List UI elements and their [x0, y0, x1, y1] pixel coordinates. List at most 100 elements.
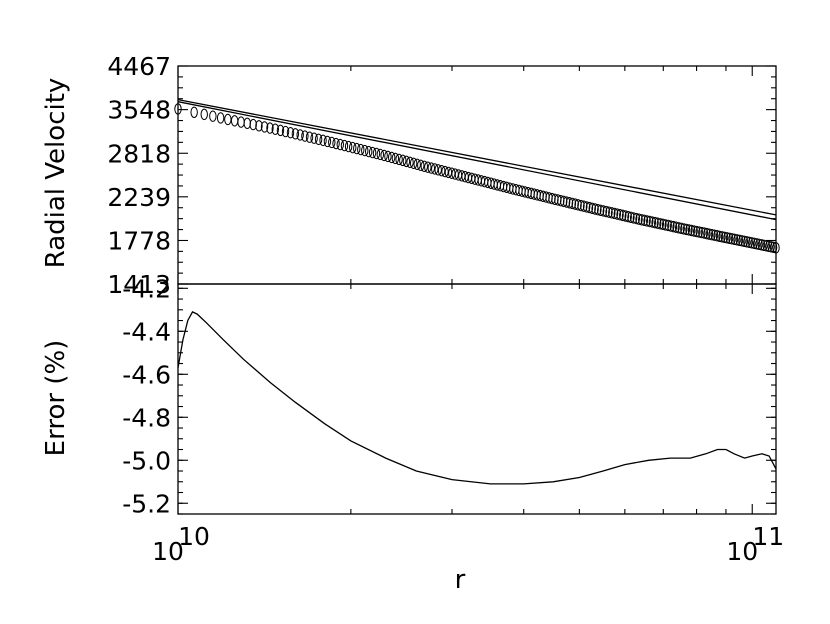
velocity-circle-marker — [349, 141, 357, 154]
radial-velocity-panel: 1413 1778 2239 2818 3548 4467 — [107, 52, 780, 299]
top-y-tick-label: 3548 — [107, 96, 171, 125]
velocity-circle-marker — [372, 147, 381, 160]
velocity-circle-marker — [357, 143, 365, 156]
velocity-circle-marker — [384, 150, 392, 163]
velocity-circle-marker — [690, 225, 698, 237]
velocity-circle-marker — [646, 215, 654, 228]
velocity-circle-marker — [437, 164, 446, 177]
velocity-circle-marker — [417, 159, 425, 172]
velocity-circle-marker — [406, 156, 414, 169]
velocity-circle-marker — [621, 210, 630, 222]
x-axis-title: r — [455, 565, 466, 595]
velocity-circle-marker — [599, 205, 608, 217]
velocity-circle-marker — [772, 242, 780, 254]
velocity-circle-marker — [376, 148, 385, 161]
velocity-circle-marker — [353, 142, 361, 155]
velocity-circle-marker — [190, 106, 198, 118]
velocity-circle-marker — [340, 139, 349, 152]
bottom-y-tick-label: -4.8 — [122, 403, 171, 432]
velocity-circle-marker — [638, 214, 646, 226]
velocity-circle-marker — [708, 228, 716, 241]
velocity-circle-marker — [224, 113, 232, 126]
velocity-circle-marker — [659, 218, 667, 231]
velocity-circle-marker — [765, 240, 773, 253]
velocity-circle-marker — [368, 146, 377, 159]
velocity-circle-marker — [669, 220, 678, 233]
velocity-circle-marker — [687, 224, 696, 237]
velocity-circle-marker — [209, 110, 217, 122]
top-y-tick-label: 4467 — [107, 52, 171, 81]
velocity-circle-marker — [715, 230, 724, 242]
velocity-circle-marker — [243, 117, 251, 130]
top-y-tick-label: 2239 — [107, 183, 171, 212]
velocity-circle-marker — [695, 226, 703, 238]
velocity-circle-marker — [661, 219, 670, 231]
velocity-circle-marker — [174, 103, 182, 115]
velocity-circle-marker — [654, 217, 662, 229]
velocity-circle-marker — [619, 209, 627, 222]
velocity-circle-marker — [703, 227, 711, 240]
velocity-circle-marker — [752, 238, 761, 250]
velocity-circle-marker — [594, 203, 602, 216]
velocity-circle-marker — [769, 241, 778, 254]
velocity-circle-marker — [580, 200, 588, 212]
velocity-circle-marker — [705, 228, 714, 240]
velocity-circle-marker — [557, 194, 565, 207]
velocity-circle-marker — [249, 118, 257, 131]
velocity-circle-marker — [632, 212, 641, 225]
velocity-circle-marker — [608, 207, 616, 219]
velocity-circle-marker — [565, 197, 574, 209]
x-tick-label: 10 — [152, 537, 184, 566]
velocity-circle-marker — [402, 155, 411, 168]
velocity-circle-marker — [361, 144, 369, 157]
velocity-circle-marker — [413, 158, 421, 171]
velocity-circle-marker — [635, 213, 643, 225]
bottom-y-tick-label: -4.4 — [122, 317, 171, 346]
top-y-tick-label: 1413 — [107, 270, 171, 299]
velocity-circle-marker — [562, 196, 571, 208]
velocity-circle-marker — [725, 232, 734, 245]
velocity-circle-marker — [735, 234, 744, 247]
velocity-circle-marker — [574, 199, 582, 211]
velocity-circle-marker — [380, 149, 388, 162]
velocity-circle-marker — [627, 211, 635, 223]
bottom-y-axis-title: Error (%) — [41, 340, 71, 457]
velocity-circle-marker — [296, 129, 304, 141]
velocity-circle-marker — [762, 240, 771, 252]
velocity-circle-marker — [441, 165, 449, 178]
velocity-circle-marker — [693, 225, 701, 238]
velocity-circle-marker — [755, 238, 763, 251]
velocity-circle-marker — [409, 157, 418, 170]
velocity-circle-marker — [391, 152, 400, 165]
velocity-circle-marker — [745, 236, 753, 249]
velocity-circle-marker — [344, 140, 353, 153]
error-curve — [177, 311, 777, 485]
velocity-circle-marker — [767, 241, 775, 253]
velocity-circle-marker — [230, 115, 239, 127]
velocity-circle-marker — [682, 223, 691, 236]
x-tick-exponent: 11 — [752, 522, 784, 551]
velocity-circle-marker — [305, 131, 314, 143]
velocity-line-2 — [177, 101, 777, 221]
bottom-y-tick-label: -4.2 — [122, 274, 171, 303]
top-y-axis-title: Radial Velocity — [41, 78, 71, 269]
velocity-circle-marker — [399, 154, 407, 167]
velocity-circle-marker — [605, 206, 613, 218]
velocity-circle-marker — [713, 230, 721, 242]
velocity-circle-marker — [677, 222, 685, 235]
velocity-circle-marker — [260, 121, 269, 133]
velocity-circle-marker — [560, 195, 568, 208]
velocity-circle-marker — [685, 224, 693, 236]
velocity-circle-marker — [602, 205, 610, 218]
velocity-circle-marker — [310, 132, 318, 144]
velocity-circle-marker — [328, 136, 336, 149]
velocity-circle-marker — [591, 203, 599, 215]
top-y-tick-label: 2818 — [107, 139, 171, 168]
velocity-circle-marker — [629, 212, 638, 224]
velocity-circle-marker — [571, 198, 579, 210]
velocity-circle-marker — [420, 160, 428, 172]
bottom-y-tick-label: -4.6 — [122, 360, 171, 389]
velocity-circle-marker — [757, 239, 766, 251]
velocity-circle-marker — [255, 120, 263, 132]
